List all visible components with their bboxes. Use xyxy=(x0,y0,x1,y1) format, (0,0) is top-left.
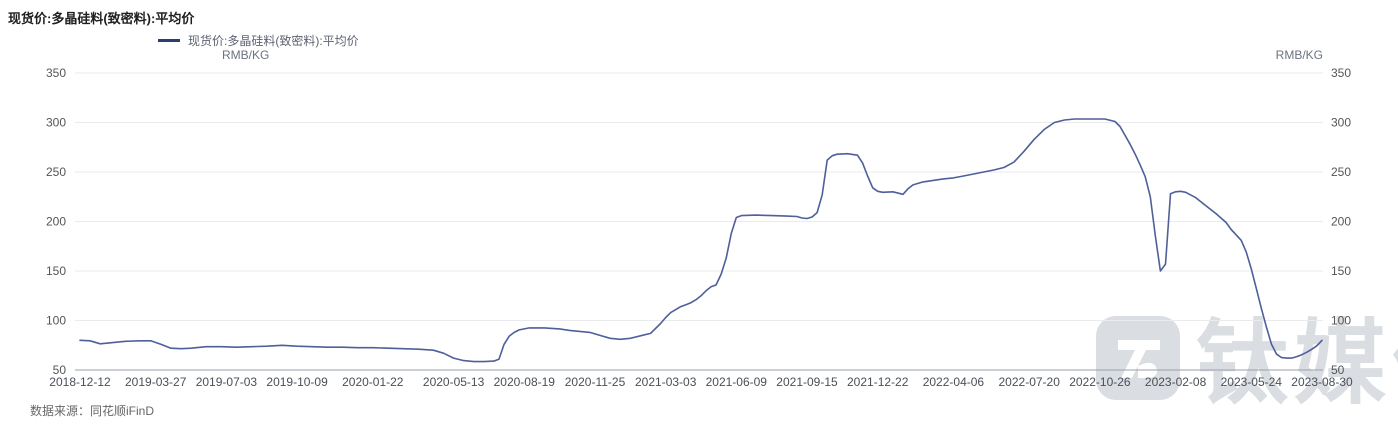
tmtpost-logo-icon xyxy=(1096,316,1180,400)
svg-text:2020-01-22: 2020-01-22 xyxy=(342,375,404,389)
svg-text:300: 300 xyxy=(1331,116,1351,130)
svg-text:150: 150 xyxy=(46,264,66,278)
svg-text:2021-12-22: 2021-12-22 xyxy=(847,375,909,389)
svg-text:50: 50 xyxy=(1331,363,1345,377)
svg-text:350: 350 xyxy=(46,66,66,80)
svg-text:2023-05-24: 2023-05-24 xyxy=(1221,375,1283,389)
svg-text:2023-02-08: 2023-02-08 xyxy=(1145,375,1207,389)
svg-text:2020-05-13: 2020-05-13 xyxy=(423,375,485,389)
svg-text:200: 200 xyxy=(1331,215,1351,229)
legend-label: 现货价:多晶硅料(致密料):平均价 xyxy=(188,34,359,48)
svg-text:250: 250 xyxy=(46,165,66,179)
svg-text:2022-07-20: 2022-07-20 xyxy=(999,375,1061,389)
svg-text:150: 150 xyxy=(1331,264,1351,278)
svg-text:2020-08-19: 2020-08-19 xyxy=(494,375,556,389)
svg-text:2023-08-30: 2023-08-30 xyxy=(1291,375,1353,389)
legend-line-icon xyxy=(158,39,180,42)
legend: 现货价:多晶硅料(致密料):平均价 xyxy=(158,32,359,49)
svg-text:2020-11-25: 2020-11-25 xyxy=(565,375,626,389)
svg-text:100: 100 xyxy=(1331,314,1351,328)
svg-text:2019-03-27: 2019-03-27 xyxy=(125,375,187,389)
y-axis-unit-left: RMB/KG xyxy=(222,48,270,62)
svg-text:100: 100 xyxy=(46,314,66,328)
svg-text:2021-06-09: 2021-06-09 xyxy=(706,375,768,389)
svg-text:2021-03-03: 2021-03-03 xyxy=(635,375,697,389)
watermark: 钛媒体 xyxy=(1094,314,1398,414)
svg-text:2021-09-15: 2021-09-15 xyxy=(776,375,838,389)
svg-text:2019-07-03: 2019-07-03 xyxy=(196,375,258,389)
data-source: 数据来源：同花顺iFinD xyxy=(30,404,155,418)
svg-text:50: 50 xyxy=(53,363,67,377)
chart-title: 现货价:多晶硅料(致密料):平均价 xyxy=(8,11,195,26)
svg-text:2019-10-09: 2019-10-09 xyxy=(266,375,328,389)
y-axis-unit-right: RMB/KG xyxy=(1275,48,1323,62)
watermark-text: 钛媒体 xyxy=(1196,313,1398,415)
svg-text:2022-04-06: 2022-04-06 xyxy=(923,375,985,389)
svg-text:250: 250 xyxy=(1331,165,1351,179)
svg-text:2018-12-12: 2018-12-12 xyxy=(49,375,111,389)
svg-text:300: 300 xyxy=(46,116,66,130)
svg-text:350: 350 xyxy=(1331,66,1351,80)
svg-text:200: 200 xyxy=(46,215,66,229)
svg-text:2022-10-26: 2022-10-26 xyxy=(1069,375,1131,389)
